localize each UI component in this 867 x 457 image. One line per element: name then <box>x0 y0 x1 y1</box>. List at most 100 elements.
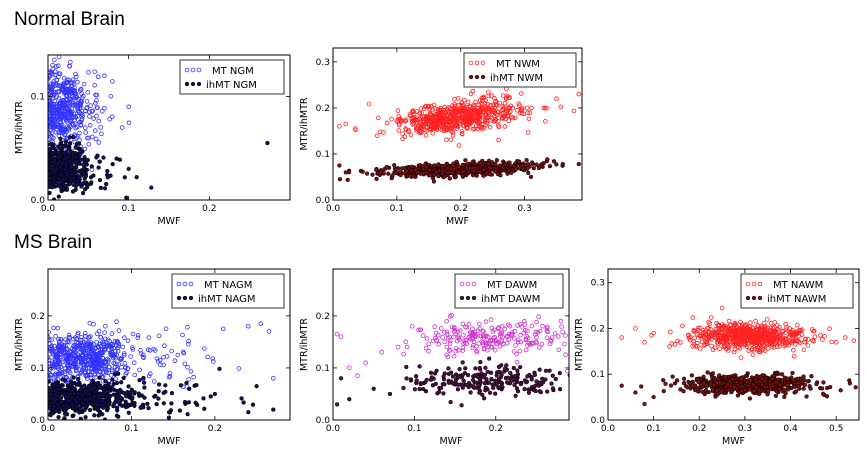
data-point <box>424 164 429 170</box>
data-point <box>760 347 766 353</box>
data-point <box>763 331 768 337</box>
data-point <box>163 383 168 388</box>
data-point <box>113 399 118 404</box>
data-point <box>87 109 92 115</box>
data-point <box>450 133 456 138</box>
data-point <box>542 119 548 124</box>
data-point <box>77 157 83 162</box>
data-point <box>96 359 102 364</box>
data-point <box>523 347 529 353</box>
data-point <box>515 379 520 385</box>
data-point <box>70 361 75 366</box>
data-point <box>521 330 527 336</box>
data-point <box>777 343 782 349</box>
data-point <box>455 120 461 126</box>
data-point <box>66 339 72 345</box>
data-point <box>92 69 97 75</box>
data-point <box>70 77 76 82</box>
axes-frame <box>47 54 291 201</box>
data-point <box>401 351 406 357</box>
data-point <box>48 99 51 104</box>
data-point <box>500 165 505 170</box>
data-point <box>69 90 75 96</box>
data-point <box>99 351 104 357</box>
data-point <box>459 403 464 408</box>
data-point <box>547 341 553 346</box>
data-point <box>560 161 565 167</box>
data-point <box>729 335 735 341</box>
data-point <box>827 326 832 331</box>
data-point <box>537 367 542 372</box>
data-point <box>496 123 501 128</box>
data-point <box>438 385 444 391</box>
data-point <box>75 106 80 111</box>
data-point <box>79 393 85 398</box>
data-point <box>474 344 479 349</box>
data-point <box>97 375 102 380</box>
data-point <box>81 81 87 87</box>
data-point <box>518 321 523 327</box>
data-point <box>114 362 120 367</box>
data-point <box>59 399 64 404</box>
data-point <box>486 161 491 167</box>
data-point <box>58 372 63 377</box>
data-point <box>556 347 562 353</box>
data-point <box>526 170 531 176</box>
data-point <box>110 79 115 84</box>
data-point <box>71 357 77 362</box>
data-point <box>57 348 63 353</box>
x-tick-label: 0.0 <box>326 204 341 214</box>
data-point <box>64 93 69 99</box>
data-point <box>93 406 99 411</box>
data-point <box>678 387 683 392</box>
data-point <box>407 112 413 117</box>
data-point <box>530 160 535 165</box>
data-point <box>458 109 463 115</box>
data-point <box>467 103 473 109</box>
legend-label: MT NWM <box>496 59 540 70</box>
data-point <box>96 328 102 334</box>
data-point <box>137 367 142 373</box>
data-point <box>571 108 577 114</box>
data-point <box>453 377 459 383</box>
data-point <box>89 109 95 114</box>
data-point <box>78 148 83 154</box>
data-point <box>494 382 499 387</box>
data-point <box>187 386 192 392</box>
data-point <box>108 352 114 358</box>
data-point <box>797 328 803 334</box>
data-point <box>774 344 780 350</box>
data-point <box>459 129 465 134</box>
data-point <box>437 110 442 116</box>
data-point <box>507 105 513 111</box>
data-point <box>65 172 70 178</box>
data-point <box>67 159 72 164</box>
data-point <box>731 349 737 355</box>
data-point <box>719 327 724 333</box>
data-point <box>116 371 121 376</box>
data-point <box>514 359 520 365</box>
data-point <box>762 348 768 353</box>
data-point <box>50 400 55 405</box>
data-point <box>460 345 466 350</box>
data-point <box>471 331 476 336</box>
data-point <box>496 326 501 331</box>
data-point <box>125 338 131 344</box>
data-point <box>74 336 79 342</box>
y-tick-label: 0.0 <box>316 416 331 426</box>
data-point <box>129 387 134 392</box>
data-point <box>49 185 55 190</box>
data-point <box>493 161 498 167</box>
data-point <box>394 166 399 172</box>
data-point <box>194 402 200 408</box>
data-point <box>451 167 457 172</box>
data-point <box>71 134 76 140</box>
data-point <box>419 111 425 116</box>
data-point <box>476 102 482 108</box>
data-point <box>48 329 51 335</box>
data-point <box>87 407 93 413</box>
data-point <box>141 352 146 358</box>
data-point <box>48 74 53 79</box>
data-point <box>773 393 779 399</box>
data-point <box>494 158 500 163</box>
